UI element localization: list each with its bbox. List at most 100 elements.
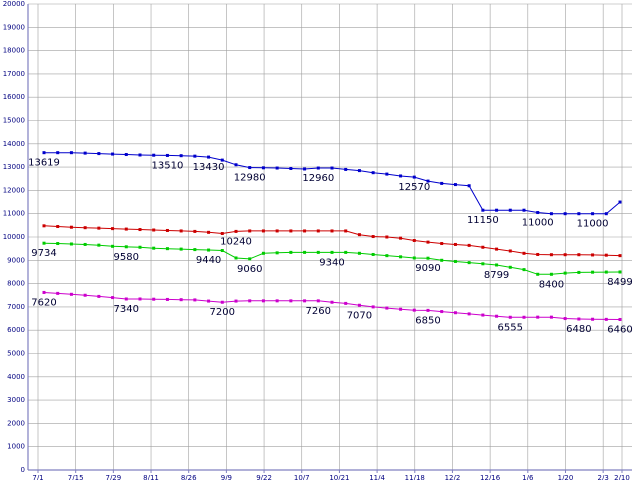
x-tick-label: 12/16 — [480, 474, 501, 480]
data-point — [97, 294, 101, 298]
data-point — [220, 158, 224, 162]
data-label: 7260 — [306, 306, 331, 317]
x-tick-label: 11/18 — [405, 474, 425, 480]
y-tick-label: 12000 — [3, 186, 25, 194]
data-point — [371, 171, 375, 175]
y-tick-label: 19000 — [3, 23, 25, 31]
data-point — [193, 229, 197, 233]
data-point — [207, 299, 211, 303]
data-point — [522, 268, 526, 272]
data-point — [234, 256, 238, 260]
data-point — [165, 247, 169, 251]
data-label: 9060 — [237, 264, 262, 275]
data-point — [303, 167, 307, 171]
data-point — [399, 236, 403, 240]
data-point — [234, 229, 238, 233]
y-tick-label: 13000 — [3, 163, 25, 171]
data-point — [357, 251, 361, 255]
y-tick-label: 8000 — [7, 280, 25, 288]
data-point — [303, 299, 307, 303]
data-point — [42, 241, 46, 245]
data-point — [275, 299, 279, 303]
data-point — [179, 154, 183, 158]
data-point — [440, 242, 444, 246]
x-tick-label: 8/11 — [143, 474, 159, 480]
data-point — [344, 167, 348, 171]
data-point — [165, 153, 169, 157]
data-point — [152, 297, 156, 301]
data-point — [248, 257, 252, 261]
data-point — [604, 317, 608, 321]
data-point — [111, 152, 115, 156]
data-point — [577, 253, 581, 257]
data-point — [549, 315, 553, 319]
data-point — [591, 270, 595, 274]
data-point — [193, 298, 197, 302]
y-tick-label: 0 — [21, 466, 25, 474]
x-tick-label: 7/15 — [68, 474, 84, 480]
data-label: 7070 — [347, 310, 372, 321]
data-point — [207, 248, 211, 252]
data-point — [261, 229, 265, 233]
data-point — [56, 225, 60, 229]
data-point — [179, 298, 183, 302]
data-point — [577, 270, 581, 274]
data-point — [124, 153, 128, 157]
data-point — [495, 314, 499, 318]
data-label: 9090 — [415, 263, 440, 274]
y-tick-label: 1000 — [7, 443, 25, 451]
data-point — [330, 166, 334, 170]
data-point — [97, 243, 101, 247]
data-point — [138, 153, 142, 157]
data-point — [426, 256, 430, 260]
data-point — [563, 212, 567, 216]
data-label: 8400 — [539, 279, 564, 290]
data-point — [56, 242, 60, 246]
x-tick-label: 1/20 — [558, 474, 574, 480]
data-point — [303, 250, 307, 254]
data-point — [97, 152, 101, 156]
y-tick-label: 7000 — [7, 303, 25, 311]
x-tick-label: 1/6 — [522, 474, 534, 480]
data-point — [508, 208, 512, 212]
data-point — [467, 243, 471, 247]
data-point — [591, 253, 595, 257]
data-point — [604, 253, 608, 257]
y-tick-label: 18000 — [3, 47, 25, 55]
data-point — [330, 250, 334, 254]
data-point — [522, 208, 526, 212]
data-point — [316, 250, 320, 254]
data-label: 11150 — [467, 215, 499, 226]
data-label: 13510 — [152, 160, 184, 171]
data-point — [563, 253, 567, 257]
x-tick-label: 11/4 — [369, 474, 385, 480]
data-point — [193, 248, 197, 252]
y-tick-label: 17000 — [3, 70, 25, 78]
data-point — [385, 254, 389, 258]
y-tick-label: 15000 — [3, 117, 25, 125]
y-tick-label: 6000 — [7, 326, 25, 334]
data-label: 12570 — [398, 182, 430, 193]
x-tick-label: 8/26 — [181, 474, 197, 480]
x-tick-label: 9/22 — [256, 474, 272, 480]
x-tick-label: 2/10 — [614, 474, 630, 480]
x-tick-label: 10/7 — [294, 474, 310, 480]
data-point — [412, 256, 416, 260]
data-point — [453, 311, 457, 315]
data-label: 9580 — [114, 252, 139, 263]
data-point — [467, 261, 471, 265]
data-point — [357, 169, 361, 173]
data-point — [618, 317, 622, 321]
data-point — [248, 299, 252, 303]
data-point — [220, 232, 224, 236]
data-point — [495, 263, 499, 267]
data-point — [357, 233, 361, 237]
data-point — [344, 250, 348, 254]
y-tick-label: 9000 — [7, 256, 25, 264]
data-point — [316, 166, 320, 170]
data-point — [275, 229, 279, 233]
data-point — [152, 246, 156, 250]
data-point — [289, 299, 293, 303]
data-point — [152, 228, 156, 232]
